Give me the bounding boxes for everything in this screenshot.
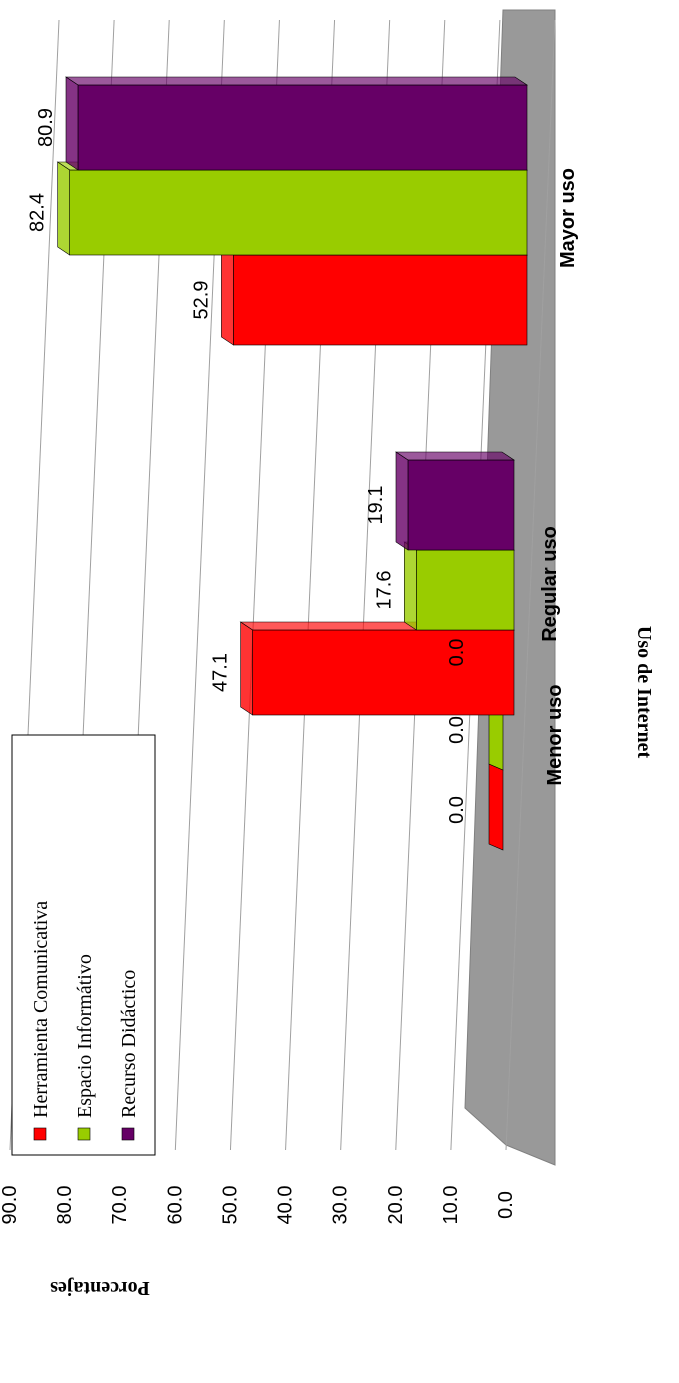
data-label: 19.1 [365,486,387,525]
legend-box [11,734,156,1156]
y-tick-label: 0.0 [495,1191,517,1219]
legend-item: Herramienta Comunicativa [30,901,52,1141]
y-tick-label: 50.0 [219,1186,241,1225]
bar-end-face [65,76,79,171]
bar [56,161,528,256]
bar [395,451,515,551]
bar-face [416,549,515,631]
bar-face [233,254,528,346]
legend-swatch [77,1127,91,1141]
bar-face [407,459,515,551]
category-labels: Menor uso Regular uso Mayor uso [539,168,579,786]
y-tick-label: 40.0 [275,1186,297,1225]
legend-label: Recurso Didáctico [118,970,140,1118]
data-label: 0.0 [446,639,468,667]
legend-item: Espacio Informátivo [74,954,96,1141]
data-label: 52.9 [190,281,212,320]
bar-end-face [57,161,70,256]
bar-end-face [404,541,417,631]
data-label: 80.9 [35,108,57,147]
bar-face [252,629,515,716]
y-axis-ticks: 0.0 10.0 20.0 30.0 40.0 50.0 60.0 70.0 80.0 90.0 [0,1186,517,1225]
bar [403,541,515,631]
legend-item: Recurso Didáctico [118,970,140,1141]
data-label: 47.1 [210,653,232,692]
bar-end-face [395,451,409,551]
category-label: Menor uso [544,684,566,785]
y-tick-label: 90.0 [0,1186,21,1225]
y-tick-label: 60.0 [164,1186,186,1225]
legend-swatch [121,1127,135,1141]
legend-label: Herramienta Comunicativa [30,901,52,1118]
data-labels: 0.0 0.0 0.0 47.1 17.6 19.1 52.9 82.4 80.9 [27,108,468,824]
gridline [505,19,556,1151]
bars [56,76,528,851]
category-label: Mayor uso [557,168,579,268]
bar [220,246,528,346]
y-tick-label: 70.0 [109,1186,131,1225]
bar-top-face [395,451,515,461]
bar-end-face [240,621,253,716]
y-tick-label: 30.0 [330,1186,352,1225]
x-axis-title: Uso de Internet [633,626,655,759]
bar-face [69,169,528,256]
category-label: Regular uso [539,526,561,642]
bar-top-face [65,76,528,86]
data-label: 0.0 [446,796,468,824]
legend-label: Espacio Informátivo [74,954,96,1118]
legend-swatch [33,1127,47,1141]
y-tick-label: 20.0 [385,1186,407,1225]
data-label: 82.4 [27,193,49,232]
legend: Herramienta Comunicativa Espacio Informát… [11,734,156,1156]
y-axis-title: Porcentajes [50,1277,150,1299]
bar [65,76,528,171]
bar-zero-sliver [488,763,504,851]
data-label: 0.0 [446,716,468,744]
bar [239,621,515,716]
bar-face [77,84,528,171]
y-tick-label: 10.0 [440,1186,462,1225]
bar [488,763,504,851]
data-label: 17.6 [373,571,395,610]
bar-end-face [221,246,234,346]
y-tick-label: 80.0 [54,1186,76,1225]
